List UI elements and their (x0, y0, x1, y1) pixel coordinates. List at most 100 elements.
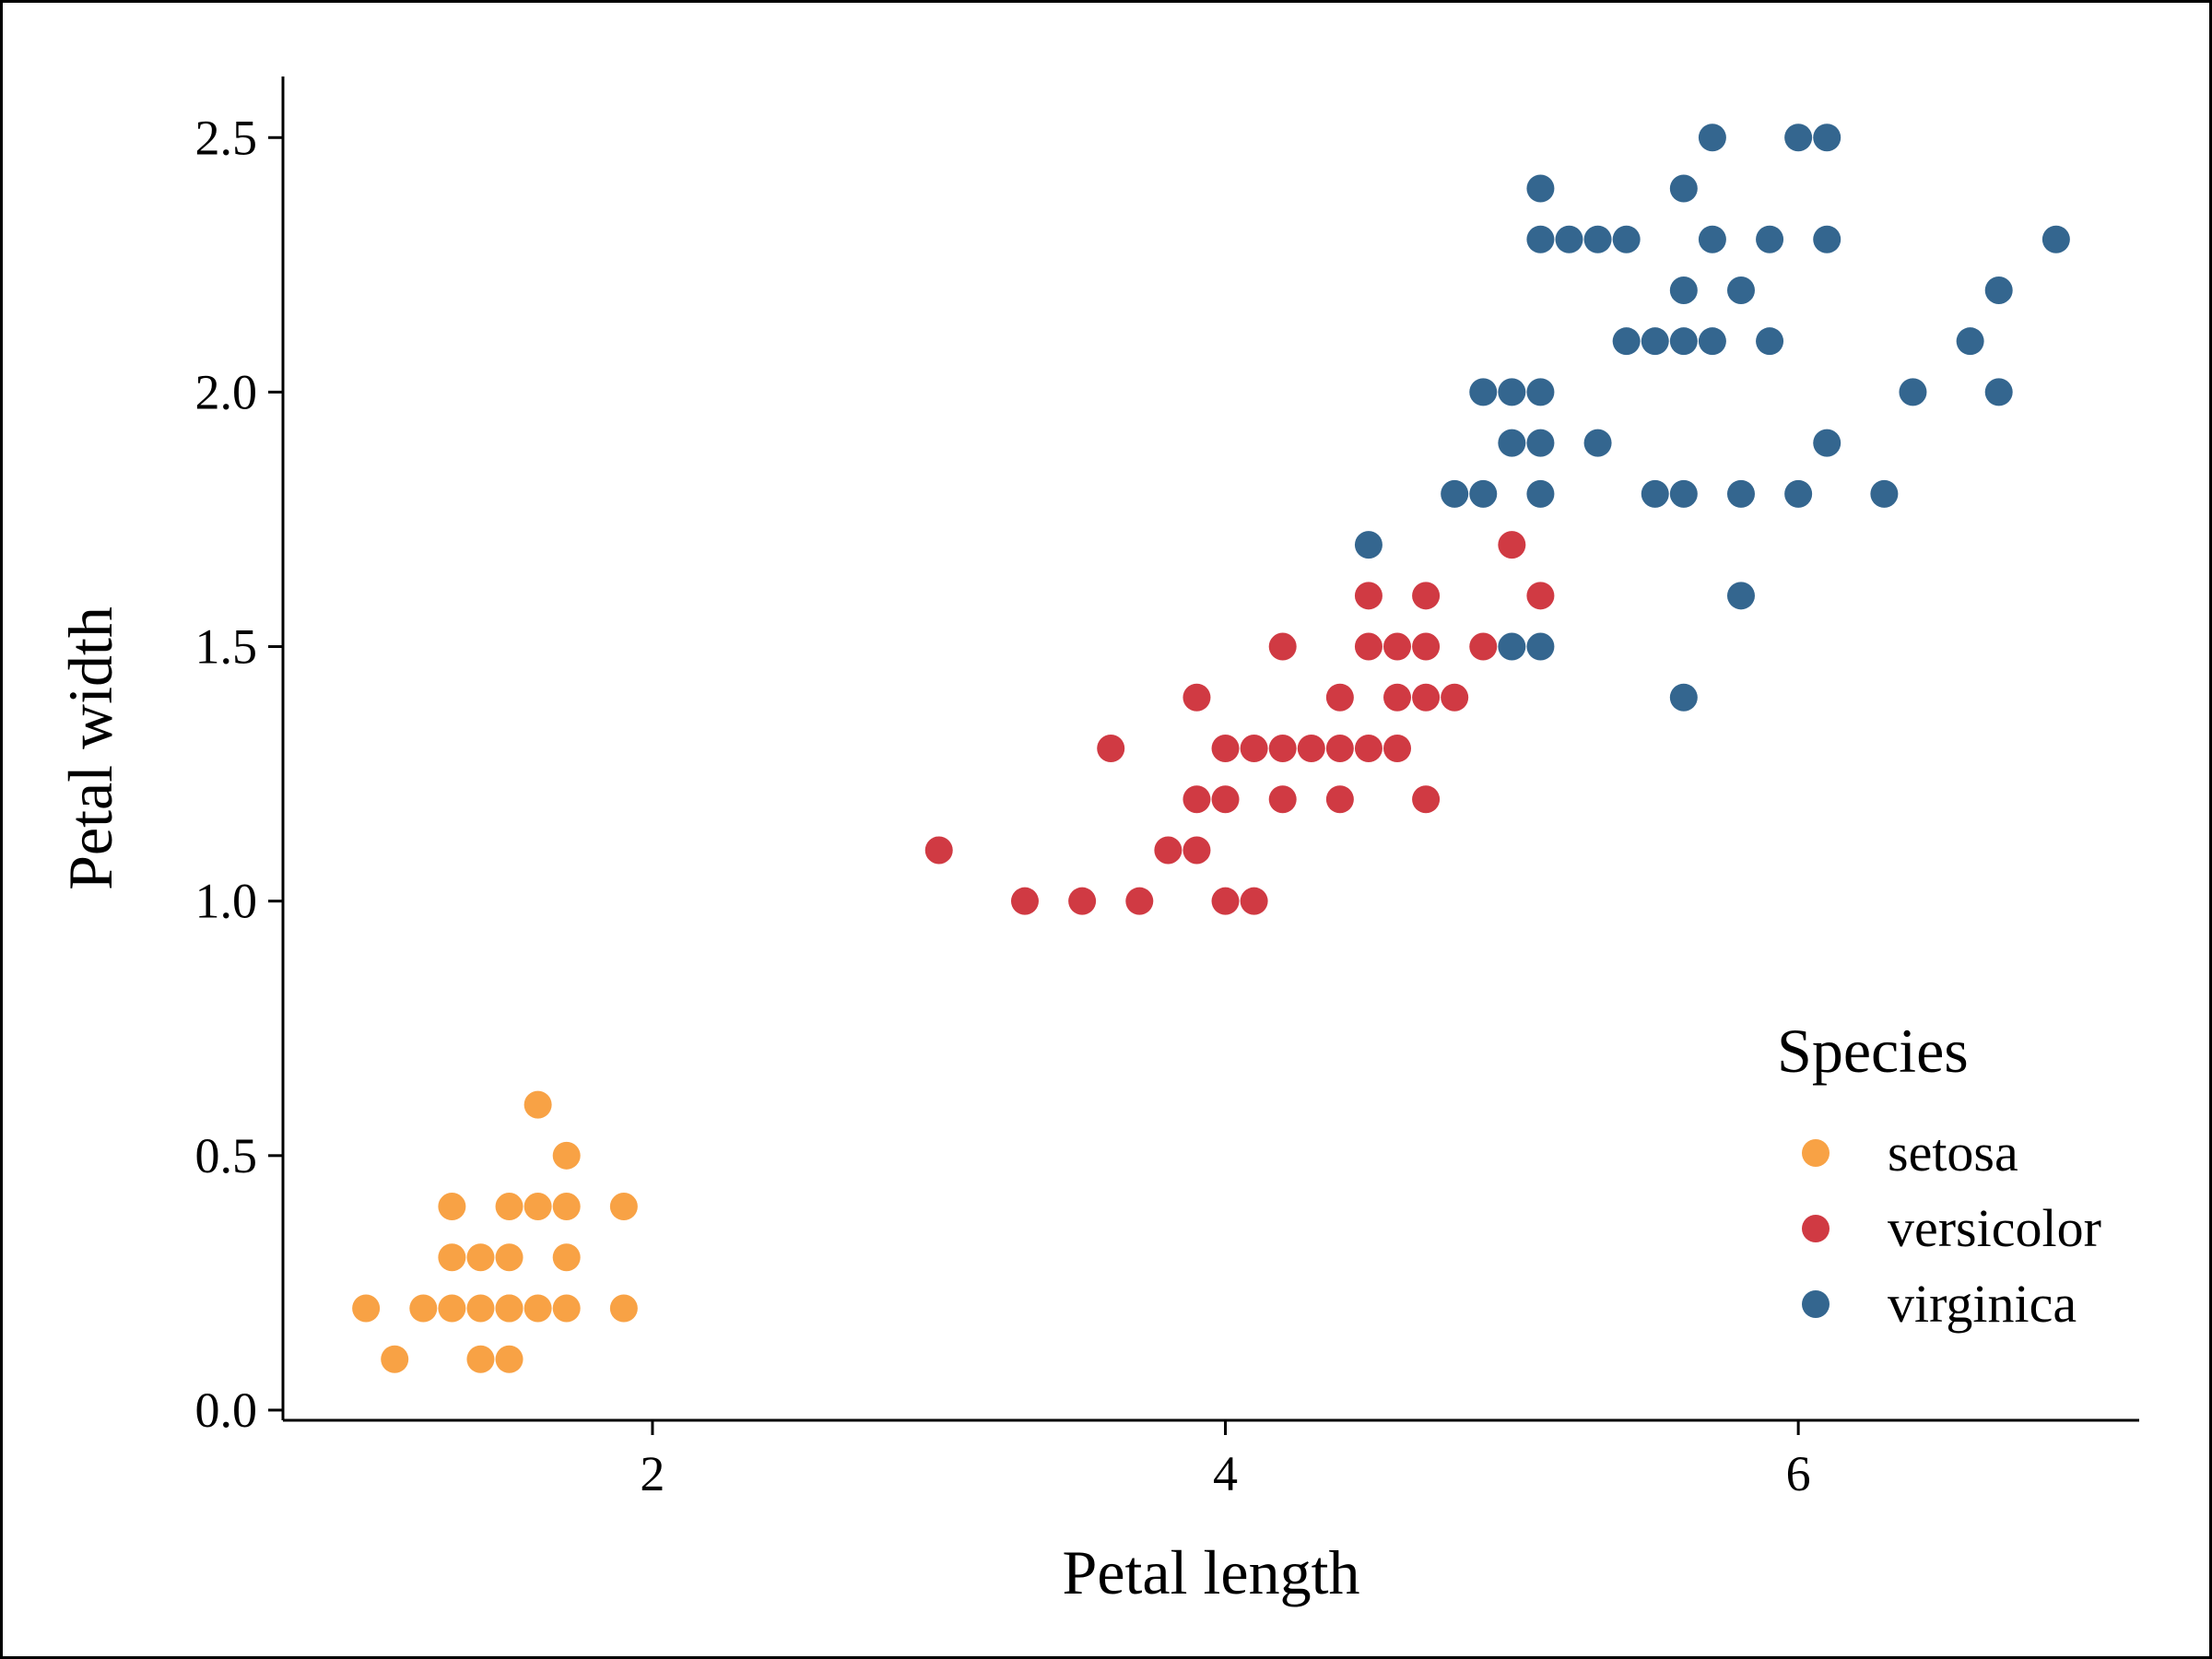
y-tick-label: 0.5 (195, 1128, 258, 1183)
legend-items: setosa versicolor virginica (1802, 1123, 2101, 1334)
point-virginica (2041, 225, 2070, 253)
point-virginica (1469, 479, 1498, 508)
point-virginica (1669, 276, 1698, 304)
point-virginica (1899, 378, 1927, 406)
point-setosa (466, 1243, 495, 1272)
point-versicolor (1354, 632, 1382, 661)
legend-label-virginica: virginica (1888, 1274, 2077, 1334)
point-versicolor (1211, 785, 1240, 814)
y-tick-label: 2.0 (195, 364, 258, 419)
point-versicolor (1268, 785, 1297, 814)
point-versicolor (1068, 887, 1097, 915)
point-setosa (352, 1294, 381, 1323)
point-setosa (552, 1294, 581, 1323)
point-virginica (1756, 225, 1784, 253)
point-virginica (1984, 378, 2013, 406)
legend-label-versicolor: versicolor (1888, 1198, 2101, 1258)
point-setosa (438, 1243, 466, 1272)
point-versicolor (1240, 887, 1268, 915)
point-setosa (495, 1294, 524, 1323)
point-setosa (495, 1345, 524, 1373)
point-virginica (1784, 479, 1813, 508)
x-tick-label: 6 (1786, 1446, 1811, 1501)
point-virginica (1526, 174, 1555, 203)
point-virginica (1984, 276, 2013, 304)
point-setosa (438, 1294, 466, 1323)
point-setosa (381, 1345, 409, 1373)
point-setosa (552, 1193, 581, 1221)
x-tick-label: 4 (1213, 1446, 1238, 1501)
point-versicolor (1182, 836, 1211, 865)
point-virginica (1612, 225, 1641, 253)
point-setosa (552, 1243, 581, 1272)
point-versicolor (924, 836, 953, 865)
point-versicolor (1354, 582, 1382, 610)
point-versicolor (1383, 683, 1412, 712)
point-versicolor (1325, 683, 1354, 712)
point-versicolor (1154, 836, 1182, 865)
y-tick-label: 0.0 (195, 1382, 258, 1438)
point-virginica (1784, 124, 1813, 152)
x-ticks: 2 4 6 (640, 1420, 1811, 1501)
y-tick-label: 1.0 (195, 874, 258, 929)
point-setosa (409, 1294, 438, 1323)
point-versicolor (1268, 632, 1297, 661)
point-virginica (1526, 632, 1555, 661)
point-virginica (1641, 327, 1669, 356)
point-versicolor (1498, 531, 1526, 559)
point-setosa (466, 1294, 495, 1323)
point-virginica (1469, 378, 1498, 406)
point-virginica (1526, 479, 1555, 508)
y-ticks: 0.0 0.5 1.0 1.5 2.0 2.5 (195, 110, 283, 1438)
point-versicolor (1297, 735, 1325, 762)
point-setosa (438, 1193, 466, 1221)
y-tick-label: 2.5 (195, 110, 258, 165)
point-versicolor (1383, 735, 1412, 762)
point-setosa (609, 1193, 638, 1221)
point-versicolor (1125, 887, 1154, 915)
point-versicolor (1240, 735, 1268, 762)
point-setosa (552, 1141, 581, 1170)
point-versicolor (1412, 632, 1441, 661)
point-virginica (1669, 327, 1698, 356)
axes-layer (281, 76, 2139, 1422)
chart-canvas: 2 4 6 0.0 0.5 1.0 1.5 2.0 2.5 Petal length Peta… (55, 76, 2139, 1607)
point-virginica (1813, 429, 1841, 457)
point-virginica (1698, 124, 1726, 152)
point-versicolor (1526, 582, 1555, 610)
point-virginica (1612, 327, 1641, 356)
point-setosa (524, 1193, 552, 1221)
series-virginica (1354, 124, 2070, 712)
point-versicolor (1325, 735, 1354, 762)
point-virginica (1354, 531, 1382, 559)
point-versicolor (1010, 887, 1039, 915)
point-virginica (1555, 225, 1583, 253)
legend: Species setosa versicolor virginica (1777, 1016, 2101, 1334)
legend-swatch-versicolor (1802, 1215, 1830, 1242)
point-versicolor (1412, 582, 1441, 610)
point-virginica (1669, 683, 1698, 712)
point-virginica (1498, 632, 1526, 661)
point-setosa (524, 1090, 552, 1119)
point-virginica (1726, 276, 1755, 304)
point-setosa (609, 1294, 638, 1323)
x-tick-label: 2 (640, 1446, 665, 1501)
point-versicolor (1182, 785, 1211, 814)
point-virginica (1583, 429, 1612, 457)
points-layer (352, 124, 2070, 1373)
point-versicolor (1182, 683, 1211, 712)
point-versicolor (1469, 632, 1498, 661)
x-axis-title: Petal length (1063, 1537, 1360, 1607)
point-virginica (1698, 225, 1726, 253)
point-versicolor (1097, 735, 1125, 762)
point-virginica (1813, 124, 1841, 152)
y-tick-label: 1.5 (195, 619, 258, 675)
legend-label-setosa: setosa (1888, 1123, 2018, 1182)
point-virginica (1441, 479, 1469, 508)
legend-title: Species (1777, 1016, 1969, 1086)
point-versicolor (1441, 683, 1469, 712)
point-versicolor (1383, 632, 1412, 661)
point-virginica (1870, 479, 1899, 508)
point-versicolor (1211, 887, 1240, 915)
